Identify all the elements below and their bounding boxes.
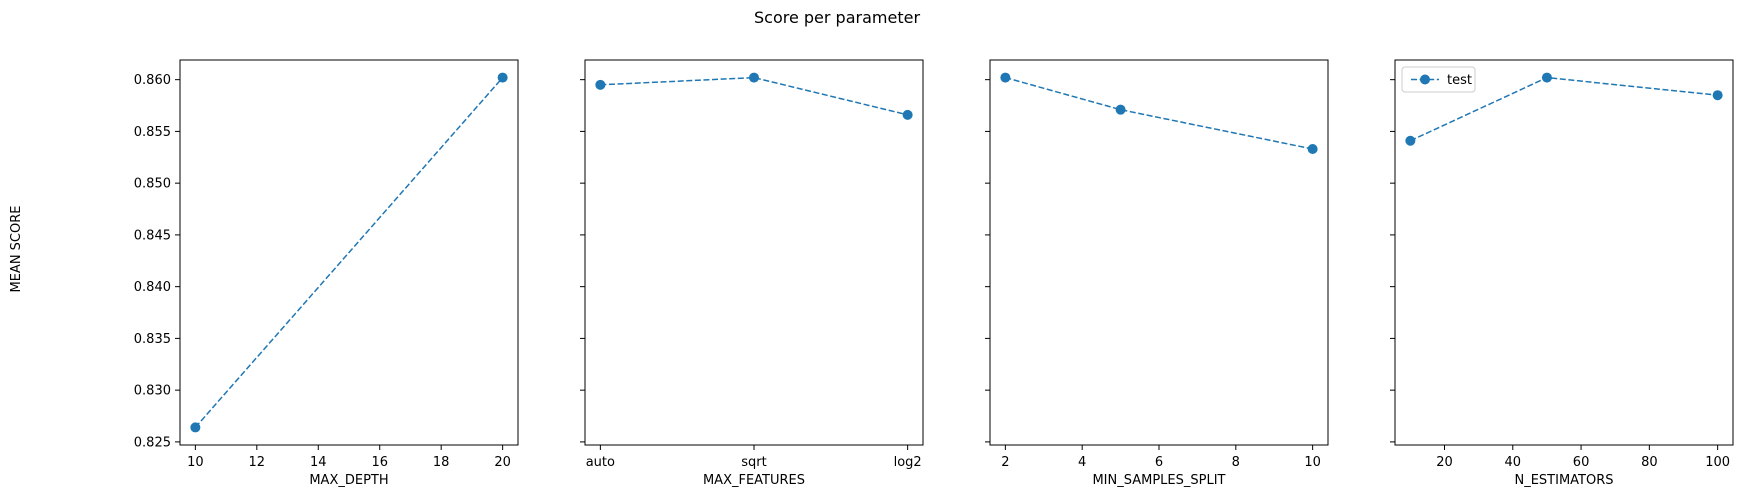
legend-marker xyxy=(1420,74,1430,85)
data-point xyxy=(497,72,508,83)
x-tick-label: log2 xyxy=(894,455,922,470)
y-axis-label: MEAN SCORE xyxy=(9,206,24,293)
x-tick-label: 6 xyxy=(1155,455,1163,470)
x-axis-label: MAX_FEATURES xyxy=(703,473,805,488)
subplot-1: 10 12 14 16 18 20 0.825 0.830 0.835 0.840 0.845 0.8… xyxy=(134,59,519,488)
y-tick-label: 0.855 xyxy=(134,125,171,140)
x-tick-label: 10 xyxy=(187,455,204,470)
series-line xyxy=(194,77,504,428)
y-tick-label: 0.830 xyxy=(134,384,171,399)
plot-frame xyxy=(179,59,519,446)
y-tick-label: 0.845 xyxy=(134,228,171,243)
y-tick-label: 0.860 xyxy=(134,73,171,88)
x-tick-label: 10 xyxy=(1304,455,1321,470)
subplot-2: auto sqrt log2 MAX_FEATURES xyxy=(580,59,924,488)
series-line xyxy=(600,76,908,116)
x-axis-label: MAX_DEPTH xyxy=(309,473,388,488)
subplot-4: 20 40 60 80 100 N_ESTIMATORS test xyxy=(1390,59,1734,488)
data-point xyxy=(1541,72,1552,83)
plot-frame xyxy=(584,59,924,446)
plot-frame xyxy=(1394,59,1734,446)
figure-title: Score per parameter xyxy=(754,8,920,27)
subplots: 10 12 14 16 18 20 0.825 0.830 0.835 0.840 0.845 0.8… xyxy=(134,59,1734,488)
x-tick-label: 20 xyxy=(1436,455,1453,470)
subplot-3: 2 4 6 8 10 MIN_SAMPLES_SPLIT xyxy=(985,59,1329,488)
data-point xyxy=(190,422,201,433)
y-tick-label: 0.835 xyxy=(134,332,171,347)
x-tick-label: auto xyxy=(586,455,615,470)
y-tick-label: 0.850 xyxy=(134,177,171,192)
data-point xyxy=(595,79,606,90)
data-point xyxy=(749,72,759,83)
legend: test xyxy=(1401,66,1476,93)
x-axis-label: MIN_SAMPLES_SPLIT xyxy=(1092,473,1225,488)
x-tick-label: 14 xyxy=(310,455,327,470)
x-tick-label: 12 xyxy=(249,455,266,470)
x-tick-label: 40 xyxy=(1505,455,1522,470)
x-tick-label: 2 xyxy=(1001,455,1009,470)
data-point xyxy=(1712,90,1723,101)
x-tick-label: 8 xyxy=(1232,455,1240,470)
x-axis-label: N_ESTIMATORS xyxy=(1514,473,1613,488)
x-tick-label: sqrt xyxy=(741,455,766,470)
data-point xyxy=(1115,104,1126,115)
legend-label: test xyxy=(1447,73,1472,88)
x-tick-label: 18 xyxy=(433,455,450,470)
x-tick-label: 80 xyxy=(1641,455,1658,470)
x-tick-label: 20 xyxy=(494,455,511,470)
data-point xyxy=(902,109,913,120)
x-tick-label: 16 xyxy=(371,455,388,470)
data-point xyxy=(1000,72,1011,83)
series-line xyxy=(1005,76,1313,150)
y-tick-label: 0.825 xyxy=(134,435,171,450)
x-tick-label: 100 xyxy=(1705,455,1730,470)
y-tick-label: 0.840 xyxy=(134,280,171,295)
data-point xyxy=(1405,135,1416,146)
data-point xyxy=(1307,144,1318,155)
x-tick-label: 60 xyxy=(1573,455,1590,470)
x-tick-label: 4 xyxy=(1078,455,1086,470)
